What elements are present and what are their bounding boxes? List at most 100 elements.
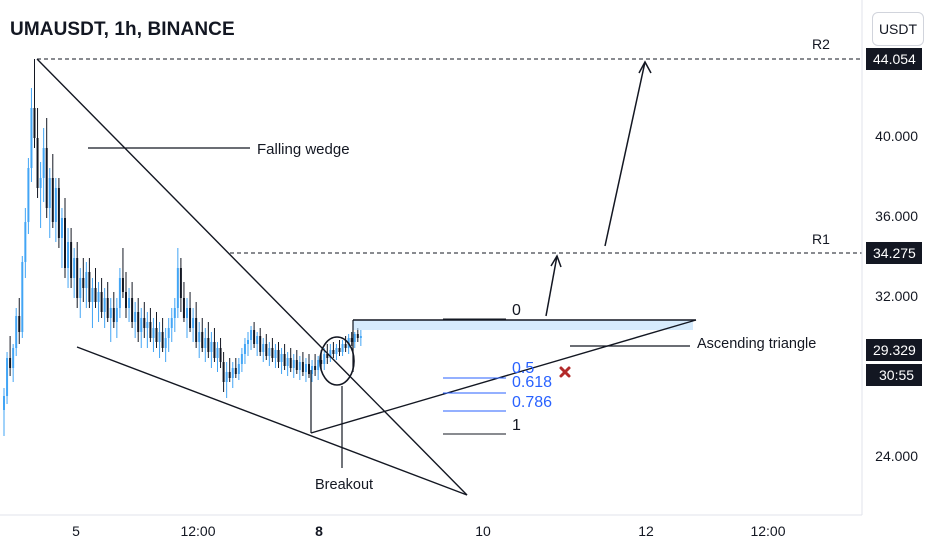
candle-body — [338, 348, 341, 352]
candle — [280, 348, 283, 374]
candle-body — [243, 344, 246, 354]
chart-title: UMAUSDT, 1h, BINANCE — [10, 19, 235, 40]
candle-body — [64, 218, 66, 268]
candle — [198, 322, 201, 358]
candle-body — [134, 312, 137, 322]
candle — [70, 228, 73, 288]
candle-body — [228, 372, 231, 378]
candle-body — [198, 332, 201, 342]
candle — [262, 338, 265, 362]
candle — [182, 282, 185, 322]
candle — [317, 356, 320, 380]
price-label-current-box — [866, 339, 922, 361]
x-tick-label: 12:00 — [180, 523, 215, 539]
candle — [9, 336, 12, 376]
candle — [82, 258, 85, 302]
candle-body — [213, 342, 216, 358]
target-arrow-r1-head — [550, 254, 562, 268]
candle — [210, 332, 213, 368]
candle — [106, 282, 109, 322]
candle — [149, 308, 152, 342]
candle — [118, 268, 121, 318]
candle-body — [137, 312, 140, 332]
candle — [179, 258, 182, 312]
price-axis[interactable]: 24.000 32.000 36.000 40.000 44.054 34.27… — [861, 0, 922, 515]
candle — [164, 328, 167, 362]
candle — [176, 248, 179, 318]
candle — [277, 342, 280, 368]
invalidation-cross-icon — [559, 366, 571, 378]
candle-body — [140, 318, 143, 332]
candle — [344, 336, 347, 352]
candle-body — [182, 298, 185, 318]
candle — [265, 334, 268, 360]
candle — [359, 330, 362, 346]
candle — [67, 228, 70, 288]
time-axis[interactable]: 5 12:00 8 10 12 12:00 — [0, 514, 862, 539]
candle-body — [42, 148, 45, 178]
price-label-r1-box — [866, 242, 922, 264]
candle-body — [234, 368, 237, 374]
candle — [48, 168, 51, 238]
candle — [240, 348, 243, 372]
candle — [109, 298, 112, 342]
x-tick-label: 8 — [315, 523, 323, 539]
candle — [73, 248, 76, 298]
candle-body — [161, 332, 164, 348]
candle-body — [283, 354, 286, 366]
candle-body — [115, 308, 118, 322]
candle-body — [152, 328, 155, 338]
r2-label: R2 — [812, 36, 830, 52]
ascending-triangle-label: Ascending triangle — [697, 336, 816, 352]
candle — [268, 342, 271, 366]
currency-unit-button[interactable]: USDT — [872, 12, 924, 46]
candle — [152, 318, 155, 352]
candle — [192, 308, 195, 342]
candle-body — [12, 348, 15, 368]
candle-body — [201, 332, 204, 348]
candles-layer — [3, 59, 362, 436]
x-tick-label: 12:00 — [750, 523, 785, 539]
candle-body — [250, 330, 253, 340]
candle-body — [292, 360, 295, 368]
candle — [329, 344, 332, 362]
candle-body — [332, 350, 335, 354]
candle — [158, 322, 161, 358]
candle — [186, 298, 188, 338]
candle-body — [240, 354, 243, 364]
candle-body — [210, 342, 213, 352]
candle-body — [57, 188, 60, 238]
candle-body — [82, 278, 85, 288]
triangle-resistance-zone — [353, 320, 693, 330]
candle-body — [289, 358, 292, 368]
candle — [207, 322, 210, 358]
y-tick-label: 40.000 — [875, 128, 918, 144]
price-label-current: 29.329 — [873, 342, 916, 358]
countdown-label-box — [866, 364, 922, 386]
candle-body — [314, 366, 317, 370]
candle-body — [149, 322, 152, 338]
candle — [304, 358, 307, 382]
candle — [173, 298, 176, 332]
candle-body — [247, 340, 249, 344]
candle-body — [73, 258, 76, 278]
candle-body — [311, 366, 314, 374]
candle — [112, 292, 115, 328]
candle-body — [353, 334, 356, 342]
candle — [30, 88, 33, 182]
candle-body — [295, 360, 298, 370]
candle — [231, 362, 234, 388]
candle-body — [304, 364, 307, 372]
candle — [204, 328, 207, 362]
candle-body — [39, 178, 42, 188]
candle-body — [308, 364, 310, 374]
candle — [219, 338, 222, 368]
candle — [161, 318, 164, 352]
candle — [155, 312, 158, 348]
candle — [228, 358, 231, 382]
candle-body — [51, 178, 54, 222]
candle — [323, 348, 326, 370]
candle-body — [112, 308, 115, 322]
candle — [27, 158, 30, 234]
